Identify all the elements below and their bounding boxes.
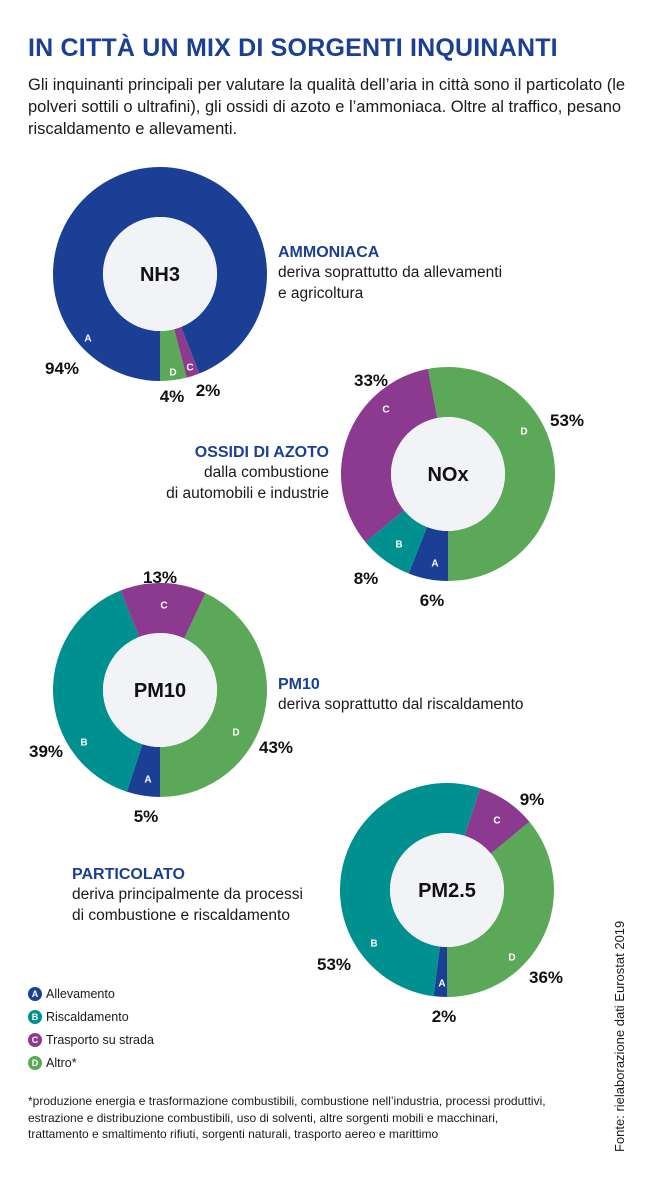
percent-label: 33% xyxy=(354,371,388,390)
segment-letter: A xyxy=(431,559,438,570)
segment-letter: C xyxy=(160,601,167,612)
donut-segment-d xyxy=(447,821,554,997)
percent-label: 39% xyxy=(29,742,63,761)
description-line: dalla combustione xyxy=(204,464,329,481)
legend-item-a: A Allevamento xyxy=(28,987,115,1001)
legend-label: Altro* xyxy=(46,1056,77,1070)
segment-letter: B xyxy=(80,738,87,749)
donut-center xyxy=(391,417,505,531)
legend-item-b: B Riscaldamento xyxy=(28,1010,129,1024)
donut-segment-a xyxy=(433,946,447,997)
segment-letter: B xyxy=(370,939,377,950)
legend-label: Trasporto su strada xyxy=(46,1033,154,1047)
percent-label: 94% xyxy=(45,359,79,378)
donut-center xyxy=(390,833,504,947)
legend-marker-a: A xyxy=(28,987,42,1001)
donut-segment-b xyxy=(365,510,428,574)
description-heading: OSSIDI DI AZOTO xyxy=(194,444,329,461)
percent-label: 4% xyxy=(160,387,185,406)
donut-segment-d xyxy=(160,593,267,797)
legend-marker-d: D xyxy=(28,1056,42,1070)
donut-segment-d xyxy=(160,329,187,381)
source-note: Fonte: rielaborazione dati Eurostat 2019 xyxy=(612,920,627,1152)
donut-segment-c xyxy=(120,583,206,639)
donut-segment-c xyxy=(174,326,200,378)
description-pm25: PARTICOLATO deriva principalmente da pro… xyxy=(72,866,303,926)
legend-marker-c: C xyxy=(28,1033,42,1047)
percent-label: 53% xyxy=(550,411,584,430)
donut-segment-b xyxy=(340,782,481,997)
description-line: deriva soprattutto dal riscaldamento xyxy=(278,696,524,713)
chart-center-label: PM10 xyxy=(134,680,186,702)
chart-center-label: NOx xyxy=(427,464,468,486)
description-heading: AMMONIACA xyxy=(278,244,380,261)
description-line: e agricoltura xyxy=(278,285,364,302)
segment-letter: B xyxy=(395,540,402,551)
segment-letter: C xyxy=(382,405,389,416)
segment-letter: D xyxy=(520,427,527,438)
donut-segment-a xyxy=(126,744,160,797)
segment-letter: A xyxy=(144,775,151,786)
donut-segment-a xyxy=(408,526,448,581)
percent-label: 43% xyxy=(259,738,293,757)
legend-item-c: C Trasporto su strada xyxy=(28,1033,154,1047)
legend-item-d: D Altro* xyxy=(28,1056,77,1070)
page-title: IN CITTÀ UN MIX DI SORGENTI INQUINANTI xyxy=(28,34,558,62)
percent-label: 9% xyxy=(520,790,545,809)
legend-label: Allevamento xyxy=(46,987,115,1001)
description-line: di combustione e riscaldamento xyxy=(72,907,290,924)
donut-segment-d xyxy=(427,367,555,581)
description-line: deriva principalmente da processi xyxy=(72,886,303,903)
segment-letter: C xyxy=(493,816,500,827)
legend-label: Riscaldamento xyxy=(46,1010,129,1024)
description-pm10: PM10 deriva soprattutto dal riscaldament… xyxy=(278,676,524,715)
percent-label: 2% xyxy=(432,1007,457,1026)
chart-center-label: PM2.5 xyxy=(418,880,476,902)
segment-letter: C xyxy=(186,363,193,374)
percent-label: 5% xyxy=(134,807,159,826)
legend-marker-b: B xyxy=(28,1010,42,1024)
donut-center xyxy=(103,633,217,747)
segment-letter: D xyxy=(169,368,176,379)
description-heading: PM10 xyxy=(278,676,320,693)
description-heading: PARTICOLATO xyxy=(72,866,185,883)
segment-letter: A xyxy=(438,979,445,990)
description-line: deriva soprattutto da allevamenti xyxy=(278,264,503,281)
description-nh3: AMMONIACA deriva soprattutto da allevame… xyxy=(278,244,502,304)
percent-label: 8% xyxy=(354,569,379,588)
percent-label: 53% xyxy=(317,955,351,974)
segment-letter: D xyxy=(232,728,239,739)
donut-segment-a xyxy=(52,166,267,381)
chart-center-label: NH3 xyxy=(140,264,180,286)
footnote: *produzione energia e trasformazione com… xyxy=(28,1094,546,1141)
description-nox: OSSIDI DI AZOTO dalla combustione di aut… xyxy=(166,444,329,504)
donut-segment-c xyxy=(464,788,530,854)
percent-label: 36% xyxy=(529,968,563,987)
donut-segment-b xyxy=(52,590,143,792)
donut-center xyxy=(103,217,217,331)
donut-segment-c xyxy=(341,368,438,543)
percent-label: 13% xyxy=(143,568,177,587)
description-line: di automobili e industrie xyxy=(166,485,329,502)
percent-label: 2% xyxy=(196,381,221,400)
percent-label: 6% xyxy=(420,591,445,610)
intro-text: Gli inquinanti principali per valutare l… xyxy=(28,76,626,138)
segment-letter: A xyxy=(84,334,91,345)
segment-letter: D xyxy=(508,953,515,964)
